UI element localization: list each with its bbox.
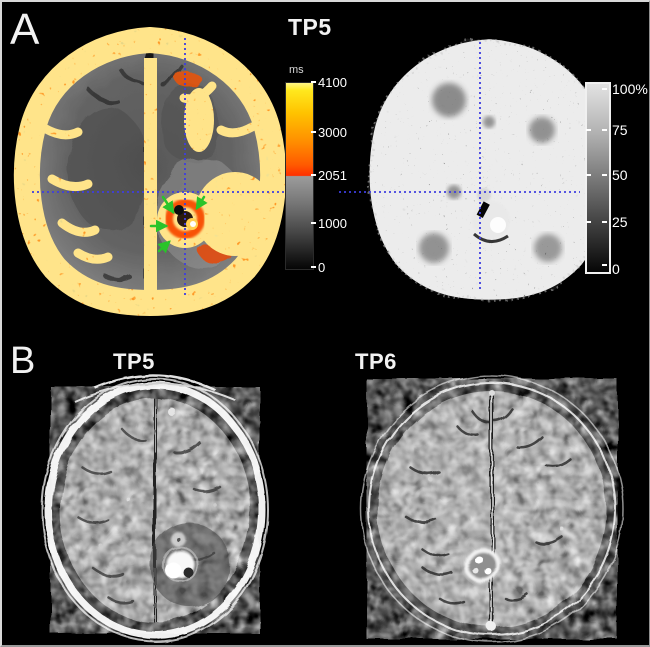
colorbar-pct-tick: 25 xyxy=(612,214,628,230)
tick-mark xyxy=(586,174,591,176)
colorbar-ms-tick: 3000 xyxy=(318,125,347,140)
tick-mark xyxy=(311,266,316,268)
colorbar-ms-tick: 0 xyxy=(318,260,326,275)
colorbar-ms-tick: 1000 xyxy=(318,216,347,231)
colorbar-ms-unit: ms xyxy=(289,64,304,76)
hot-overlay-speckles xyxy=(14,32,296,310)
tp6-enhancing-lesion xyxy=(461,544,503,586)
crosshair-left xyxy=(32,38,284,298)
tick-mark xyxy=(311,222,316,224)
panel-a-qt1-map xyxy=(14,32,296,310)
panel-a-pct-map xyxy=(339,38,610,301)
colorbar-pct-gradient xyxy=(585,82,611,274)
tp5-enhancing-lesion xyxy=(162,408,198,582)
tick-mark xyxy=(602,174,607,176)
colorbar-pct-tick: 100% xyxy=(612,81,648,97)
colorbar-ms-tick: 4100 xyxy=(318,75,347,90)
lesion-arrows xyxy=(149,195,208,254)
tick-mark xyxy=(311,81,316,83)
tick-mark xyxy=(586,129,591,131)
colorbar-ms-gradient xyxy=(285,82,314,270)
panel-a-title: TP5 xyxy=(288,14,332,40)
colorbar-pct-tick: 50 xyxy=(612,167,628,183)
panel-b-tp6-title: TP6 xyxy=(355,349,397,374)
tick-mark xyxy=(311,174,316,176)
colorbar-pct-tick: 75 xyxy=(612,122,628,138)
tick-mark xyxy=(602,129,607,131)
panel-b-tp6-mri xyxy=(360,375,624,643)
tick-mark xyxy=(602,221,607,223)
panel-b-label: B xyxy=(10,340,36,382)
tick-mark xyxy=(602,88,607,90)
tick-mark xyxy=(311,131,316,133)
tick-mark xyxy=(602,264,607,266)
colorbar-pct-tick: 0 xyxy=(612,261,620,277)
panel-b-tp5-mri xyxy=(41,374,269,642)
tick-mark xyxy=(586,221,591,223)
panel-b-tp5-title: TP5 xyxy=(113,349,155,374)
panel-a-label: A xyxy=(10,5,40,54)
crosshair-right xyxy=(339,42,580,292)
colorbar-ms-tick: 2051 xyxy=(318,168,347,183)
